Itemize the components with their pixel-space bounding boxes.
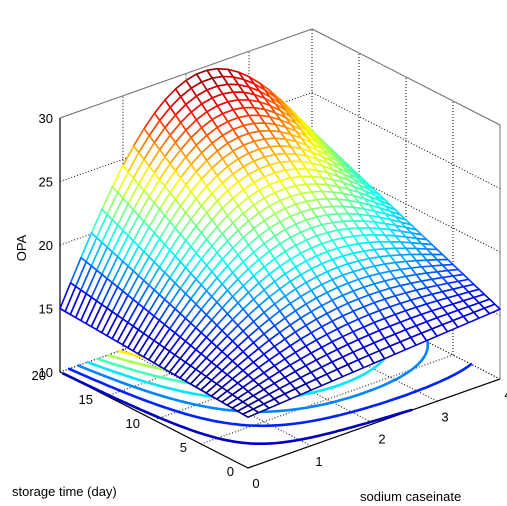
x-axis-label: sodium caseinate [360, 489, 461, 504]
y-tick-label: 20 [32, 368, 46, 383]
y-axis-label: storage time (day) [12, 484, 117, 499]
surface-mesh [59, 67, 501, 419]
box-edge-top-side [311, 28, 501, 126]
grid-line-side-z [311, 92, 501, 189]
x-tick-label: 1 [315, 454, 322, 469]
x-tick-label: 3 [441, 409, 448, 424]
y-tick-label: 0 [227, 464, 234, 479]
z-tick-label: 10 [39, 365, 53, 380]
x-tick-label: 2 [378, 432, 385, 447]
box-edge-top-back [59, 28, 313, 119]
contour-line [61, 372, 413, 445]
x-tick-label: 4 [504, 387, 507, 402]
z-tick-label: 20 [39, 238, 53, 253]
axis-layer [59, 28, 501, 469]
z-tick-label: 15 [39, 302, 53, 317]
z-tick-label: 25 [39, 175, 53, 190]
z-axis-label: OPA [14, 234, 29, 261]
z-tick-label: 30 [39, 111, 53, 126]
y-tick-label: 15 [79, 392, 93, 407]
y-tick-label: 10 [126, 416, 140, 431]
y-tick-label: 5 [180, 440, 187, 455]
contour-line [67, 362, 473, 428]
tick-labels: 01234051015201015202530 [32, 111, 507, 491]
x-axis-line [247, 378, 501, 469]
grid-line-side-z [311, 155, 501, 253]
x-tick-label: 0 [252, 476, 259, 491]
surface-cell [242, 408, 260, 419]
